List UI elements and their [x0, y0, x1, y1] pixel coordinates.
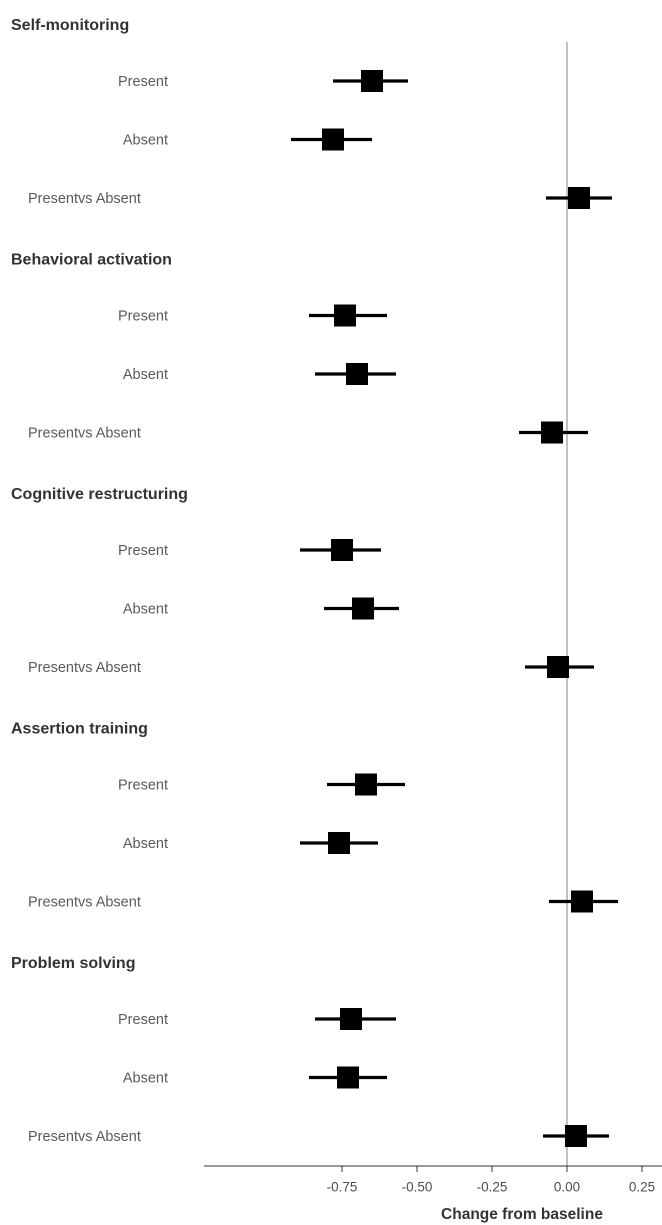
x-tick-label: -0.25 [477, 1180, 508, 1195]
point-estimate-marker [322, 128, 344, 151]
contrast-row-label: Presentvs Absent [28, 660, 141, 676]
contrast-row-label: Presentvs Absent [28, 894, 141, 910]
point-estimate-marker [334, 304, 356, 327]
group-title: Problem solving [11, 955, 135, 972]
row-label: Present [118, 777, 168, 793]
row-label: Present [118, 1012, 168, 1028]
row-label: Absent [123, 367, 168, 383]
labels-layer: Self-monitoring Present Absent Presentvs Ab… [11, 17, 188, 1145]
point-estimate-marker [568, 187, 590, 209]
contrast-row-label: Presentvs Absent [28, 191, 141, 207]
x-tick-label: 0.25 [629, 1180, 655, 1195]
point-estimate-marker [337, 1066, 359, 1089]
point-estimate-marker [346, 363, 368, 385]
group-title: Assertion training [11, 721, 148, 738]
point-estimate-marker [355, 773, 377, 796]
group-title: Behavioral activation [11, 252, 172, 269]
row-label: Present [118, 543, 168, 559]
row-label: Absent [123, 836, 168, 852]
contrast-row-label: Presentvs Absent [28, 1129, 141, 1145]
row-label: Absent [123, 132, 168, 148]
x-tick-label: -0.50 [402, 1180, 433, 1195]
x-tick-label: -0.75 [327, 1180, 358, 1195]
row-label: Present [118, 308, 168, 324]
group-title: Cognitive restructuring [11, 486, 188, 503]
contrast-row-label: Presentvs Absent [28, 425, 141, 441]
point-estimate-marker [328, 832, 350, 854]
group-title: Self-monitoring [11, 17, 129, 34]
x-tick-label: 0.00 [554, 1180, 580, 1195]
point-estimate-marker [331, 539, 353, 561]
row-label: Absent [123, 601, 168, 617]
point-estimate-marker [541, 421, 563, 444]
point-estimate-marker [340, 1008, 362, 1030]
x-axis-ticks: -0.75 -0.50 -0.25 0.00 0.25 [327, 1166, 655, 1195]
point-estimate-marker [565, 1125, 587, 1147]
point-estimate-marker [361, 70, 383, 92]
estimates-layer [291, 70, 618, 1147]
x-axis-title: Change from baseline [441, 1206, 603, 1223]
point-estimate-marker [571, 890, 593, 913]
row-label: Absent [123, 1070, 168, 1086]
point-estimate-marker [547, 656, 569, 678]
point-estimate-marker [352, 597, 374, 620]
row-label: Present [118, 74, 168, 90]
